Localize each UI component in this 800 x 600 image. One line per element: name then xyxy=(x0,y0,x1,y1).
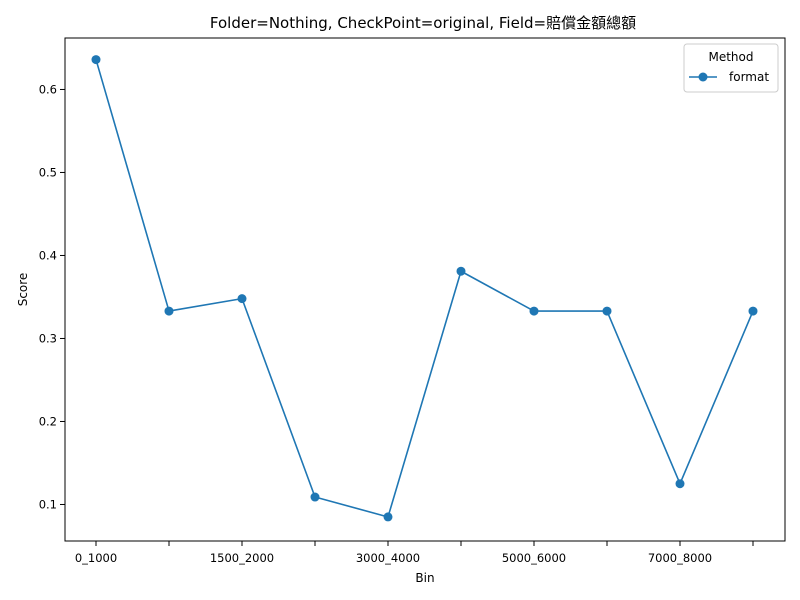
data-point xyxy=(602,306,612,316)
legend-box xyxy=(683,43,779,93)
y-tick-label: 0.6 xyxy=(39,82,57,96)
y-tick-label: 0.5 xyxy=(39,165,57,179)
chart-title: Folder=Nothing, CheckPoint=original, Fie… xyxy=(210,14,636,32)
y-tick-label: 0.4 xyxy=(39,248,57,262)
data-point xyxy=(529,306,539,316)
data-point xyxy=(310,492,320,502)
plot-area xyxy=(64,37,786,542)
legend-entry-label: format xyxy=(729,70,769,84)
series-layer xyxy=(91,55,758,522)
series-line-format xyxy=(95,59,754,518)
x-tick-label: 7000_8000 xyxy=(648,551,712,565)
x-axis-label: Bin xyxy=(415,571,434,585)
x-tick-label: 3000_4000 xyxy=(356,551,420,565)
legend-title: Method xyxy=(708,50,753,64)
legend-marker-swatch xyxy=(698,72,708,82)
data-point xyxy=(164,306,174,316)
data-point xyxy=(748,306,758,316)
y-tick-label: 0.2 xyxy=(39,414,57,428)
data-point xyxy=(456,266,466,276)
x-tick-label: 1500_2000 xyxy=(210,551,274,565)
data-point xyxy=(383,512,393,522)
data-point xyxy=(237,294,247,304)
x-tick-label: 5000_6000 xyxy=(502,551,566,565)
y-tick-label: 0.1 xyxy=(39,497,57,511)
x-tick-label: 0_1000 xyxy=(75,551,117,565)
data-point xyxy=(91,55,101,65)
legend: Method format xyxy=(683,43,779,93)
x-axis-ticks: 0_1000 1500_2000 3000_4000 5000_6000 7000_80… xyxy=(75,541,754,565)
data-point xyxy=(675,479,685,489)
y-axis-ticks: 0.1 0.2 0.3 0.4 0.5 0.6 xyxy=(39,82,65,511)
y-axis-label: Score xyxy=(16,273,30,307)
y-tick-label: 0.3 xyxy=(39,331,57,345)
